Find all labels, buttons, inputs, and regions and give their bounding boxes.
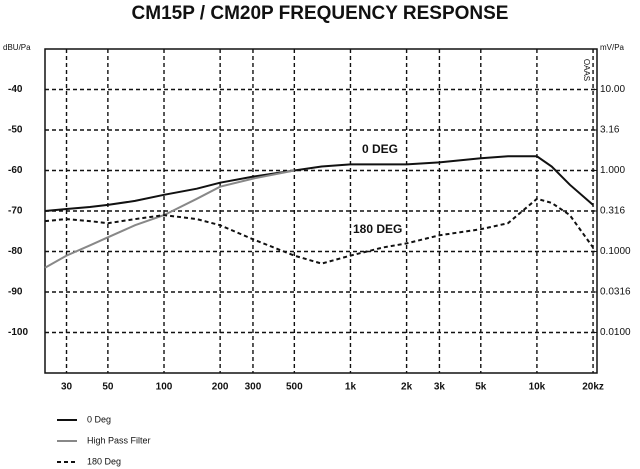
x-tick-label: 50 xyxy=(102,382,114,393)
x-tick-label: 2k xyxy=(401,382,413,393)
y2-tick-label: 0.0100 xyxy=(600,327,631,338)
x-tick-label: 100 xyxy=(156,382,173,393)
legend-label: 0 Deg xyxy=(87,414,111,424)
x-tick-label: 10k xyxy=(529,382,546,393)
chart-title: CM15P / CM20P FREQUENCY RESPONSE xyxy=(132,3,509,24)
annotation: 180 DEG xyxy=(353,222,402,236)
y2-note: OAAS xyxy=(582,59,591,81)
y-tick-label: -50 xyxy=(8,125,23,136)
x-tick-label: 200 xyxy=(212,382,229,393)
y-axis-label: dBU/Pa xyxy=(3,43,31,52)
y-tick-label: -90 xyxy=(8,287,23,298)
x-tick-label: 5k xyxy=(475,382,487,393)
legend-label: High Pass Filter xyxy=(87,435,151,445)
y2-axis-label: mV/Pa xyxy=(600,43,625,52)
y-tick-label: -80 xyxy=(8,246,23,257)
x-tick-label: 1k xyxy=(345,382,357,393)
y-tick-label: -40 xyxy=(8,84,23,95)
series-line xyxy=(44,197,594,265)
y2-tick-label: 0.0316 xyxy=(600,287,631,298)
y2-tick-label: 0.316 xyxy=(600,206,625,217)
series-line xyxy=(44,155,594,212)
y2-tick-label: 0.1000 xyxy=(600,246,631,257)
y-tick-label: -60 xyxy=(8,165,23,176)
x-tick-label: 20kz xyxy=(582,382,604,393)
y2-tick-label: 10.00 xyxy=(600,84,625,95)
x-tick-label: 30 xyxy=(61,382,73,393)
y2-tick-label: 3.16 xyxy=(600,125,620,136)
x-tick-label: 300 xyxy=(245,382,262,393)
x-tick-label: 3k xyxy=(434,382,446,393)
y-tick-label: -100 xyxy=(8,327,28,338)
y2-tick-label: 1.000 xyxy=(600,165,625,176)
legend-label: 180 Deg xyxy=(87,456,121,466)
x-tick-label: 500 xyxy=(286,382,303,393)
y-tick-label: -70 xyxy=(8,206,23,217)
annotation: 0 DEG xyxy=(362,142,398,156)
series-line xyxy=(44,169,295,269)
